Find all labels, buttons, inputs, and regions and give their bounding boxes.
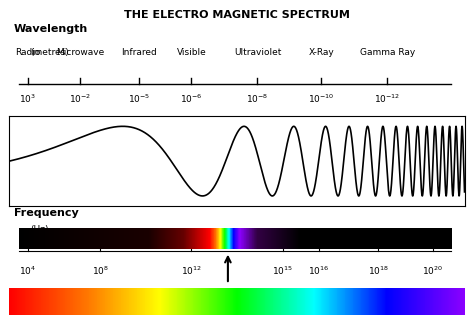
Text: Gamma Ray: Gamma Ray	[360, 48, 415, 57]
Text: Ultraviolet: Ultraviolet	[234, 48, 281, 57]
Text: 10$^{18}$: 10$^{18}$	[367, 265, 389, 277]
Text: 10$^{8}$: 10$^{8}$	[92, 265, 109, 277]
Text: Microwave: Microwave	[56, 48, 104, 57]
Text: Radio: Radio	[15, 48, 40, 57]
Text: Visible: Visible	[177, 48, 206, 57]
Text: Frequency: Frequency	[14, 208, 79, 218]
Text: 10$^{12}$: 10$^{12}$	[181, 265, 202, 277]
Text: THE ELECTRO MAGNETIC SPECTRUM: THE ELECTRO MAGNETIC SPECTRUM	[124, 10, 350, 20]
Text: 10$^{-6}$: 10$^{-6}$	[180, 93, 203, 105]
Text: 10$^{16}$: 10$^{16}$	[308, 265, 329, 277]
Text: (metres): (metres)	[30, 48, 69, 57]
Text: 10$^{-2}$: 10$^{-2}$	[69, 93, 91, 105]
Text: (Hz): (Hz)	[30, 225, 48, 234]
Text: 10$^{20}$: 10$^{20}$	[422, 265, 443, 277]
Text: 10$^{4}$: 10$^{4}$	[19, 265, 36, 277]
Text: 10$^{-5}$: 10$^{-5}$	[128, 93, 150, 105]
Text: Infrared: Infrared	[121, 48, 157, 57]
Text: 10$^{15}$: 10$^{15}$	[272, 265, 293, 277]
Text: X-Ray: X-Ray	[308, 48, 334, 57]
Text: 10$^{-8}$: 10$^{-8}$	[246, 93, 269, 105]
Text: 10$^{3}$: 10$^{3}$	[19, 93, 36, 105]
Text: 10$^{-10}$: 10$^{-10}$	[308, 93, 334, 105]
Text: Wavelength: Wavelength	[14, 24, 88, 34]
Text: 10$^{-12}$: 10$^{-12}$	[374, 93, 400, 105]
